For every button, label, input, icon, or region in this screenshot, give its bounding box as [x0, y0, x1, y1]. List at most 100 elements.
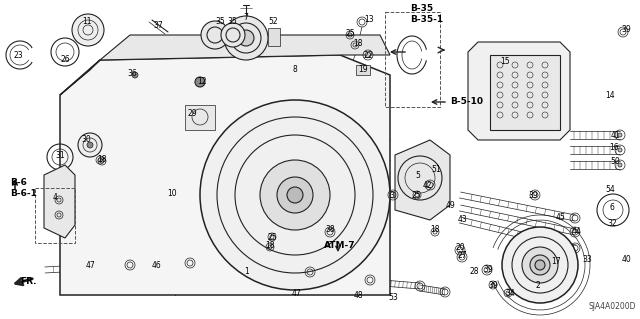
Text: 22: 22 [364, 50, 372, 60]
Bar [356, 65, 370, 75]
Circle shape [201, 21, 229, 49]
Text: 12: 12 [197, 78, 207, 86]
Circle shape [277, 177, 313, 213]
Text: 44: 44 [572, 227, 582, 236]
Text: 28: 28 [469, 268, 479, 277]
Text: 32: 32 [607, 219, 617, 228]
Text: 42: 42 [422, 181, 432, 189]
Polygon shape [395, 140, 450, 220]
Polygon shape [60, 55, 390, 295]
Polygon shape [44, 165, 75, 238]
Text: 52: 52 [268, 18, 278, 26]
Text: 39: 39 [621, 26, 631, 34]
Text: 15: 15 [500, 57, 510, 66]
Text: 13: 13 [364, 16, 374, 25]
Text: 50: 50 [610, 158, 620, 167]
Text: 10: 10 [167, 189, 177, 197]
Text: 40: 40 [621, 256, 631, 264]
Circle shape [221, 23, 245, 47]
Text: 7: 7 [244, 13, 248, 23]
Text: 1: 1 [244, 268, 250, 277]
Text: 35: 35 [227, 18, 237, 26]
Text: 11: 11 [83, 18, 92, 26]
Bar [268, 28, 280, 46]
Text: 5: 5 [415, 170, 420, 180]
Text: 43: 43 [458, 216, 468, 225]
Text: 39: 39 [528, 190, 538, 199]
Circle shape [132, 72, 138, 78]
Circle shape [618, 133, 622, 137]
Circle shape [365, 52, 371, 58]
Text: 47: 47 [292, 288, 302, 298]
Polygon shape [468, 42, 570, 140]
Text: FR.: FR. [20, 278, 36, 286]
Circle shape [238, 30, 254, 46]
Text: 39: 39 [483, 265, 493, 275]
Text: 17: 17 [551, 257, 561, 266]
Text: 35: 35 [215, 18, 225, 26]
Circle shape [618, 163, 622, 167]
Bar [35, 188, 75, 243]
Bar [385, 12, 440, 107]
Polygon shape [60, 60, 100, 95]
Text: 18: 18 [97, 155, 107, 165]
Text: 47: 47 [85, 261, 95, 270]
Text: 30: 30 [81, 136, 91, 145]
Text: 27: 27 [457, 250, 467, 259]
Text: 54: 54 [605, 186, 615, 195]
Text: 16: 16 [609, 144, 619, 152]
Polygon shape [100, 35, 390, 60]
Text: 4: 4 [52, 192, 58, 202]
Text: SJA4A0200D: SJA4A0200D [589, 302, 636, 311]
Text: 39: 39 [488, 280, 498, 290]
Text: 36: 36 [127, 69, 137, 78]
Text: 25: 25 [267, 233, 277, 241]
Text: 3: 3 [390, 191, 394, 201]
Text: 38: 38 [325, 226, 335, 234]
Circle shape [195, 77, 205, 87]
Text: 18: 18 [353, 39, 363, 48]
Text: 26: 26 [60, 56, 70, 64]
Text: B-6
B-6-1: B-6 B-6-1 [10, 178, 37, 198]
Text: 37: 37 [153, 20, 163, 29]
Text: 31: 31 [55, 151, 65, 160]
Text: 8: 8 [292, 65, 298, 75]
Circle shape [200, 100, 390, 290]
Text: 53: 53 [388, 293, 398, 301]
Text: 48: 48 [353, 291, 363, 300]
Text: 18: 18 [430, 226, 440, 234]
Text: 14: 14 [605, 91, 615, 100]
Text: 33: 33 [582, 256, 592, 264]
Text: 45: 45 [555, 213, 565, 222]
Text: 25: 25 [345, 29, 355, 39]
Text: 29: 29 [187, 108, 197, 117]
Text: ATM-7: ATM-7 [324, 241, 356, 250]
Text: 41: 41 [610, 130, 620, 139]
Text: 23: 23 [13, 50, 23, 60]
Circle shape [287, 187, 303, 203]
Circle shape [535, 260, 545, 270]
Circle shape [522, 247, 558, 283]
Circle shape [260, 160, 330, 230]
Text: 49: 49 [445, 201, 455, 210]
Circle shape [87, 142, 93, 148]
Text: B-35
B-35-1: B-35 B-35-1 [410, 4, 443, 24]
Text: 34: 34 [505, 288, 515, 298]
Text: 20: 20 [455, 243, 465, 253]
Bar [490, 55, 560, 130]
Text: 2: 2 [536, 280, 540, 290]
Text: 19: 19 [358, 65, 368, 75]
Text: 25: 25 [411, 190, 421, 199]
Circle shape [78, 133, 102, 157]
Circle shape [72, 14, 104, 46]
Text: 6: 6 [609, 204, 614, 212]
Circle shape [224, 16, 268, 60]
Text: 18: 18 [265, 241, 275, 249]
Bar [185, 105, 215, 130]
Circle shape [502, 227, 578, 303]
Text: 51: 51 [431, 166, 441, 174]
Text: 46: 46 [151, 261, 161, 270]
Circle shape [530, 255, 550, 275]
Circle shape [618, 148, 622, 152]
Text: B-5-10: B-5-10 [450, 98, 483, 107]
